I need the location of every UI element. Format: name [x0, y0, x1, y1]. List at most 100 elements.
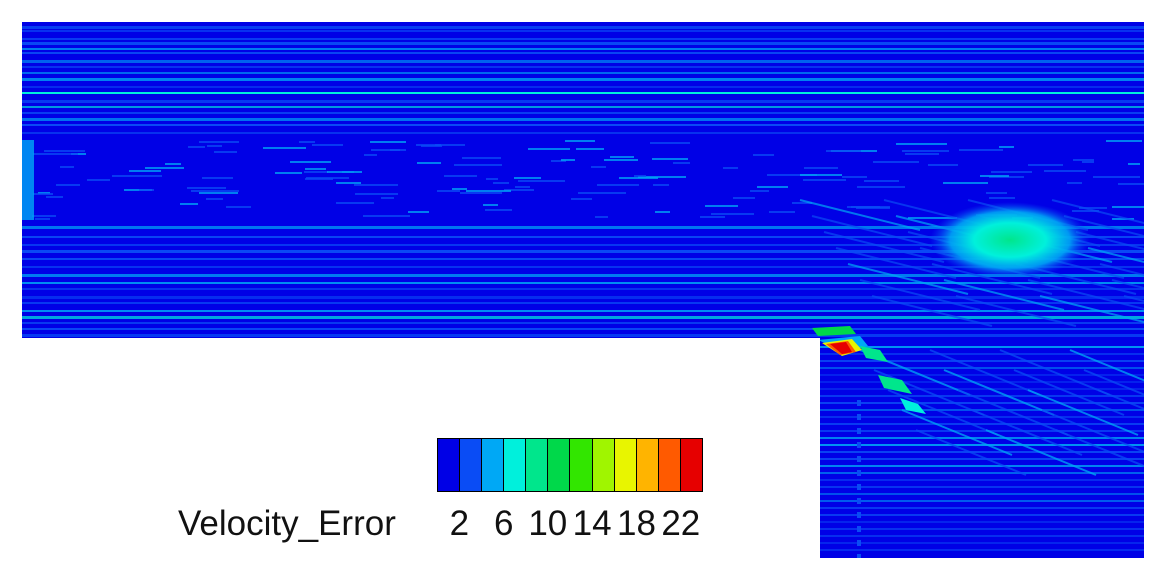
streak-dash	[226, 206, 251, 208]
streak-dot	[857, 484, 861, 490]
colorbar-tick-label: 6	[494, 504, 514, 543]
diagonal-streak	[971, 409, 1083, 456]
streak	[22, 334, 1144, 337]
streak	[820, 353, 1144, 355]
streak-dash	[305, 168, 326, 170]
streak-dash	[1072, 210, 1099, 212]
streak-dash	[452, 188, 467, 190]
streak-dash	[306, 177, 349, 179]
colorbar-swatch	[526, 439, 549, 491]
streak	[820, 465, 1144, 467]
streak	[22, 100, 1144, 103]
diagonal-streak	[811, 215, 933, 247]
streak	[820, 437, 1144, 439]
streak	[820, 486, 1144, 488]
streak	[22, 66, 1144, 68]
streak-dash	[1073, 159, 1094, 161]
streak-dash	[1118, 183, 1144, 185]
colorbar-swatch	[504, 439, 527, 491]
diagonal-streak	[1075, 231, 1144, 263]
streak-dash	[723, 167, 738, 169]
streak	[820, 528, 1144, 530]
streak	[820, 451, 1144, 453]
streak	[820, 493, 1144, 495]
streak-dash	[700, 216, 725, 218]
streak-dash	[299, 141, 315, 143]
streak	[22, 72, 1144, 74]
streak-dash	[711, 213, 754, 215]
streak	[22, 86, 1144, 88]
streak-dash	[363, 215, 410, 217]
streak-dot	[857, 540, 861, 546]
streak-dash	[370, 141, 406, 143]
streak-dash	[206, 198, 223, 200]
streak-dash	[336, 182, 361, 184]
colorbar-tick-label: 14	[572, 504, 612, 543]
colorbar-swatch	[658, 439, 681, 491]
streak-dash	[381, 197, 394, 199]
streak-dash	[33, 193, 53, 195]
colorbar-swatch	[438, 439, 461, 491]
streak	[820, 416, 1144, 418]
streak-dash	[638, 176, 686, 178]
diagonal-streak	[943, 369, 1055, 416]
streak	[22, 266, 1144, 268]
streak-dash	[191, 190, 239, 192]
streak	[22, 30, 1144, 32]
diagonal-streak	[835, 247, 957, 279]
colorbar-tick-label: 10	[528, 504, 568, 543]
streak	[820, 402, 1144, 404]
streak-dash	[857, 186, 905, 188]
diagonal-streak	[1027, 279, 1144, 311]
streak-dash	[980, 175, 1009, 177]
diagonal-streak	[1055, 429, 1144, 476]
streak-dash	[207, 145, 222, 147]
streak	[820, 360, 1144, 362]
streak	[22, 48, 1144, 50]
streak-dash	[578, 192, 626, 194]
streak-dash	[565, 140, 595, 142]
streak	[820, 430, 1144, 432]
streak-dash	[44, 150, 85, 152]
colorbar-swatch	[460, 439, 483, 491]
streak-dash	[1067, 182, 1082, 184]
streak	[820, 395, 1144, 397]
diagonal-streak	[1097, 389, 1144, 436]
streak-dash	[454, 164, 502, 166]
streak	[22, 132, 1144, 134]
diagonal-streak	[887, 389, 999, 436]
streak-dot	[857, 526, 861, 532]
streak-dash	[515, 186, 530, 188]
streak	[22, 310, 1144, 312]
diagonal-streak	[1013, 369, 1125, 416]
streak-dash	[864, 180, 899, 182]
streak-dot	[857, 470, 861, 476]
streak	[22, 302, 1144, 304]
streak-dash	[842, 176, 867, 178]
streak-dash	[336, 202, 374, 204]
streak-dash	[873, 161, 919, 163]
colorbar-swatch	[548, 439, 571, 491]
streak-dot	[857, 498, 861, 504]
streak	[22, 316, 1144, 319]
diagonal-streak	[901, 409, 1013, 456]
streak-dash	[959, 149, 1003, 151]
streak	[22, 52, 1144, 54]
streak-dash	[129, 170, 161, 172]
diagonal-streak	[1111, 279, 1144, 311]
diagonal-streak	[943, 279, 1065, 311]
streak	[820, 500, 1144, 502]
streak	[820, 472, 1144, 474]
streak-dash	[1079, 207, 1107, 209]
streak-dash	[800, 174, 842, 176]
streak-dash	[514, 177, 541, 179]
colorbar	[437, 438, 703, 492]
streak	[820, 381, 1144, 383]
streak-dash	[908, 217, 957, 219]
streak-dash	[999, 146, 1014, 148]
streak	[820, 479, 1144, 481]
streak-dash	[792, 202, 812, 204]
streak-dash	[371, 149, 400, 151]
streak-dash	[604, 159, 638, 161]
streak-dash	[989, 197, 1015, 199]
